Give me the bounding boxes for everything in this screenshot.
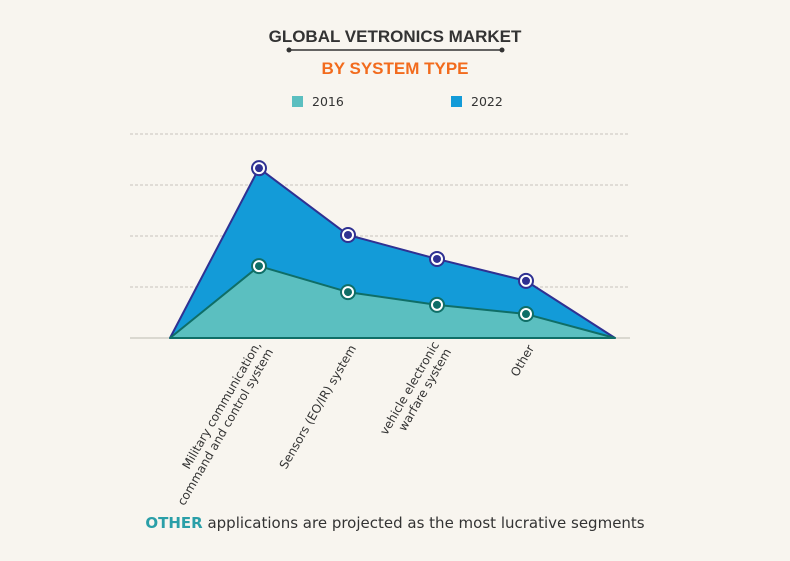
footer-note: OTHER applications are projected as the … xyxy=(0,514,790,532)
data-point-2022 xyxy=(251,160,267,177)
data-point-2022 xyxy=(340,226,356,243)
title-divider xyxy=(286,47,505,53)
data-point-2016 xyxy=(429,296,445,313)
footer-highlight: OTHER xyxy=(145,514,203,532)
data-point-2022 xyxy=(429,250,445,267)
data-point-2016 xyxy=(518,306,534,323)
legend-label-2016: 2016 xyxy=(312,94,344,109)
legend-label-2022: 2022 xyxy=(471,94,503,109)
x-tick-label: Other xyxy=(508,342,537,379)
x-tick-label: Sensors (EO/IR) system xyxy=(277,343,359,472)
data-point-2016 xyxy=(340,284,356,301)
legend: 2016 2022 xyxy=(292,94,503,109)
x-tick-label: vehicle electronicwarfare system xyxy=(377,339,454,444)
legend-swatch-2022 xyxy=(451,96,462,107)
data-point-2016 xyxy=(251,258,267,275)
legend-swatch-2016 xyxy=(292,96,303,107)
footer-text: applications are projected as the most l… xyxy=(202,514,645,532)
data-point-2022 xyxy=(518,272,534,289)
chart-subtitle: BY SYSTEM TYPE xyxy=(321,59,468,78)
x-tick-label: Military communication,command and contr… xyxy=(162,339,276,508)
chart-title: GLOBAL VETRONICS MARKET xyxy=(269,27,522,46)
